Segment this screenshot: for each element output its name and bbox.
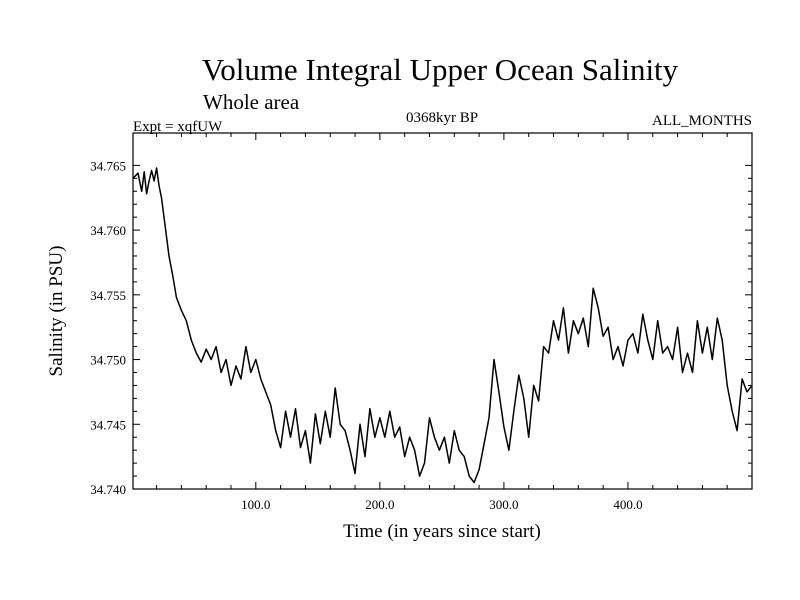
- y-tick-label: 34.740: [90, 482, 126, 497]
- salinity-series-line: [132, 167, 753, 484]
- y-tick-label: 34.750: [90, 353, 126, 368]
- months-label: ALL_MONTHS: [652, 113, 752, 129]
- y-tick-label: 34.765: [90, 158, 126, 173]
- x-axis: 100.0 200.0 300.0 400.0: [156, 133, 728, 512]
- y-tick-label: 34.760: [90, 223, 126, 238]
- x-tick-label: 100.0: [241, 497, 270, 512]
- experiment-label: Expt = xqfUW: [133, 119, 223, 135]
- x-tick-label: 300.0: [489, 497, 518, 512]
- x-axis-label: Time (in years since start): [343, 521, 541, 542]
- y-tick-label: 34.745: [90, 417, 126, 432]
- x-tick-label: 400.0: [613, 497, 642, 512]
- y-tick-label: 34.755: [90, 288, 126, 303]
- plot-frame: [132, 132, 753, 490]
- x-tick-label: 200.0: [365, 497, 394, 512]
- chart-title: Volume Integral Upper Ocean Salinity: [202, 52, 679, 87]
- y-axis-label: Salinity (in PSU): [46, 246, 67, 377]
- chart-subtitle: Whole area: [203, 90, 300, 114]
- period-label: 0368kyr BP: [406, 110, 478, 126]
- y-axis: 34.740 34.745 34.750 34.755 34.760 34.765: [90, 158, 752, 497]
